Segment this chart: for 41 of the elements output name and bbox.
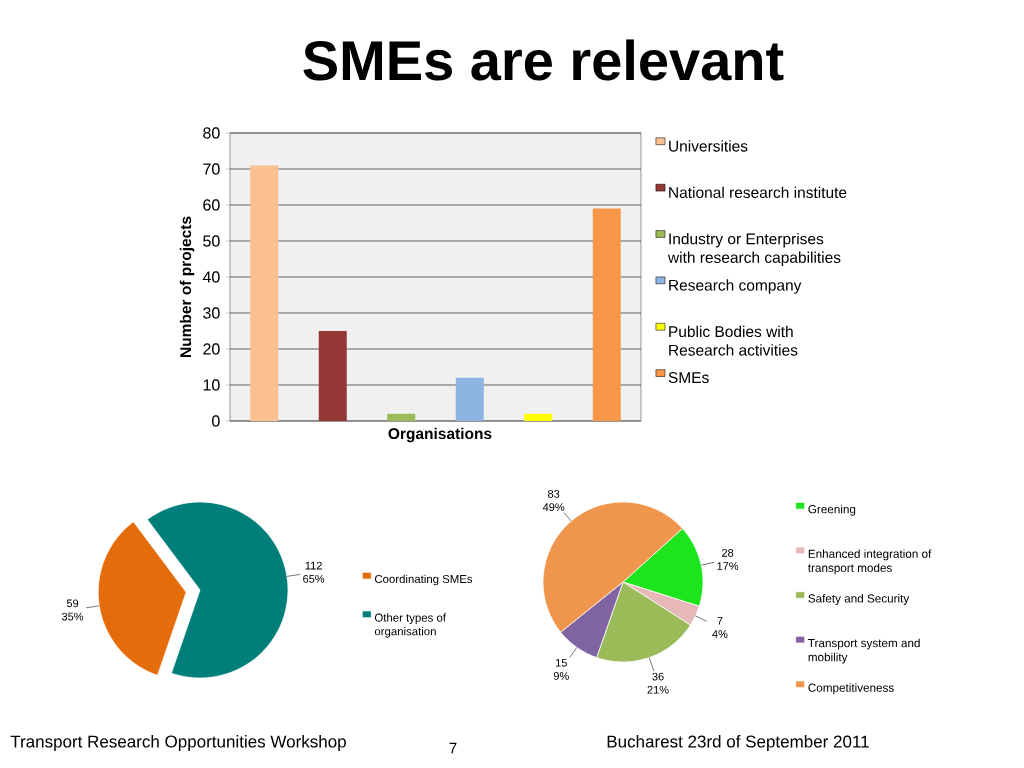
legend-label: Universities	[669, 140, 748, 152]
bar	[455, 377, 484, 421]
y-tick-label: 60	[203, 199, 220, 211]
data-label: 83 49%	[542, 490, 565, 512]
legend-label: National research institute	[669, 186, 847, 199]
y-tick-label: 70	[203, 163, 220, 175]
legend-label: Safety and Security	[808, 594, 910, 605]
legend-label: Research company	[669, 279, 802, 294]
y-tick-label: 30	[203, 307, 220, 319]
y-tick-label: 0	[212, 415, 220, 427]
legend-label: Transport system and mobility	[808, 638, 920, 664]
legend-label: SMEs	[668, 372, 709, 384]
y-tick-label: 40	[202, 271, 220, 283]
legend-label: Greening	[808, 504, 856, 516]
text: 7	[449, 742, 457, 754]
legend-label: Competitiveness	[808, 683, 894, 695]
y-tick-label: 20	[203, 343, 220, 355]
data-label: 15 9%	[553, 658, 569, 680]
legend-label: Coordinating SMEs	[374, 574, 473, 586]
bar	[524, 413, 553, 421]
bar	[387, 413, 416, 421]
data-label: 28 17%	[717, 548, 739, 570]
y-axis-title: Number of projects	[179, 216, 195, 357]
y-tick-label: 50	[203, 235, 220, 247]
bar	[250, 165, 279, 421]
data-label: 112 65%	[303, 561, 325, 583]
text: Bucharest 23rd of September 2011	[607, 735, 869, 751]
legend-label: Other types of organisation	[374, 613, 446, 638]
y-tick-label: 10	[203, 379, 220, 391]
legend-label: Industry or Enterprises with research capabilities	[667, 233, 841, 267]
legend-label: Enhanced integration of transport modes	[807, 549, 932, 575]
bar	[318, 331, 347, 421]
data-label: 59 35%	[61, 599, 84, 621]
bar	[592, 208, 621, 421]
legend-label: Public Bodies with Research activities	[669, 325, 798, 356]
y-tick-label: 80	[203, 127, 220, 139]
text: Transport Research Opportunities Workshop	[10, 735, 346, 751]
x-axis-title: Organisations	[388, 427, 492, 443]
data-label: 7 4%	[712, 616, 728, 638]
chart-title: SMEs are relevant	[303, 39, 784, 81]
data-label: 36 21%	[647, 672, 669, 694]
